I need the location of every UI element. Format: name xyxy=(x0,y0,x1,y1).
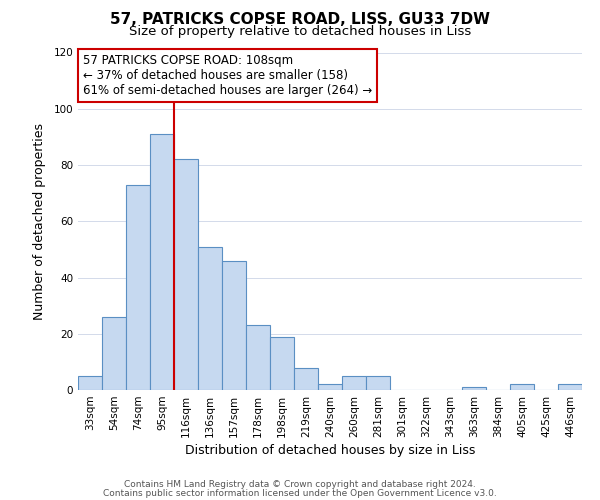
Text: Size of property relative to detached houses in Liss: Size of property relative to detached ho… xyxy=(129,25,471,38)
Bar xyxy=(294,368,318,390)
Text: 57, PATRICKS COPSE ROAD, LISS, GU33 7DW: 57, PATRICKS COPSE ROAD, LISS, GU33 7DW xyxy=(110,12,490,28)
Text: Contains public sector information licensed under the Open Government Licence v3: Contains public sector information licen… xyxy=(103,488,497,498)
Bar xyxy=(102,317,126,390)
Bar xyxy=(270,336,294,390)
Bar xyxy=(462,387,486,390)
X-axis label: Distribution of detached houses by size in Liss: Distribution of detached houses by size … xyxy=(185,444,475,457)
Bar xyxy=(150,134,174,390)
Y-axis label: Number of detached properties: Number of detached properties xyxy=(34,122,46,320)
Bar xyxy=(246,326,270,390)
Bar xyxy=(174,160,198,390)
Bar xyxy=(126,184,150,390)
Bar xyxy=(558,384,582,390)
Bar xyxy=(366,376,390,390)
Bar xyxy=(78,376,102,390)
Bar xyxy=(198,246,222,390)
Bar xyxy=(222,260,246,390)
Bar xyxy=(342,376,366,390)
Text: Contains HM Land Registry data © Crown copyright and database right 2024.: Contains HM Land Registry data © Crown c… xyxy=(124,480,476,489)
Bar xyxy=(318,384,342,390)
Bar xyxy=(510,384,534,390)
Text: 57 PATRICKS COPSE ROAD: 108sqm
← 37% of detached houses are smaller (158)
61% of: 57 PATRICKS COPSE ROAD: 108sqm ← 37% of … xyxy=(83,54,372,97)
